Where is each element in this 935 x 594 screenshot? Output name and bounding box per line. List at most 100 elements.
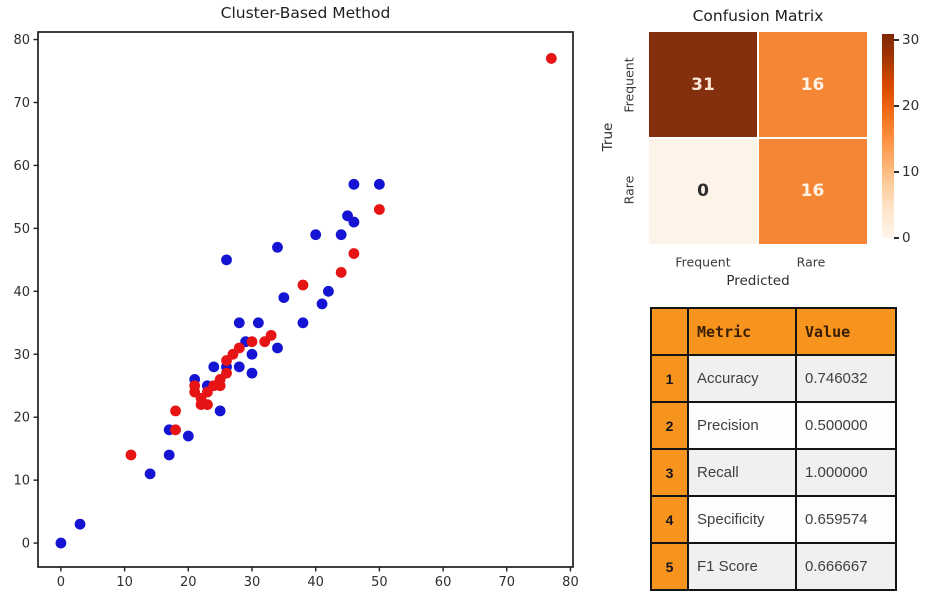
colorbar-tick-20: 20 (894, 97, 919, 115)
y-tick-label: 80 (13, 33, 30, 48)
metric-value: 0.659574 (795, 495, 897, 544)
scatter-plot: 0 10 20 30 40 50 60 70 80 0 10 20 30 40 50 60 70 80 Cluste… (13, 4, 579, 590)
scatter-point-rare-red (189, 380, 201, 392)
metric-value: 0.666667 (795, 542, 897, 591)
scatter-point-frequent-blue (278, 292, 290, 304)
metric-name: Accuracy (687, 354, 797, 403)
scatter-point-frequent-blue (310, 229, 322, 241)
y-tick-label: 70 (13, 96, 30, 111)
cm-row-label-frequent: Frequent (621, 57, 637, 113)
scatter-title: Cluster-Based Method (221, 4, 391, 22)
table-corner-cell (650, 307, 689, 356)
scatter-point-rare-red (170, 424, 181, 436)
table-row: 4 Specificity 0.659574 (650, 495, 897, 544)
y-tick-label: 30 (13, 348, 30, 363)
scatter-point-frequent-blue (316, 298, 328, 310)
tick-dash (894, 237, 899, 239)
confusion-matrix-grid: 31 16 0 16 (649, 32, 867, 244)
table-header-row: Metric Value (650, 307, 897, 356)
metric-value: 0.500000 (795, 401, 897, 450)
y-tick-label: 40 (13, 285, 30, 300)
scatter-point-frequent-blue (252, 317, 264, 329)
scatter-point-rare-red (348, 248, 360, 259)
table-row: 3 Recall 1.000000 (650, 448, 897, 497)
confusion-matrix-title: Confusion Matrix (692, 7, 824, 25)
cm-col-label-rare: Rare (796, 254, 826, 270)
x-tick-label: 30 (244, 575, 261, 590)
colorbar-tick-label: 0 (902, 230, 911, 246)
x-tick-label: 50 (371, 575, 388, 590)
scatter-point-rare-red (233, 342, 245, 354)
metrics-table-panel: Metric Value 1 Accuracy 0.746032 2 Preci… (640, 295, 935, 594)
scatter-point-frequent-blue (182, 430, 194, 442)
table-row: 1 Accuracy 0.746032 (650, 354, 897, 403)
metric-name: Specificity (687, 495, 797, 544)
scatter-point-frequent-blue (221, 254, 232, 266)
scatter-point-rare-red (202, 399, 213, 411)
y-tick-label: 60 (13, 159, 30, 174)
colorbar-tick-30: 30 (894, 31, 919, 49)
table-header-metric: Metric (687, 307, 797, 356)
scatter-point-frequent-blue (233, 317, 245, 329)
scatter-point-frequent-blue (233, 361, 245, 373)
y-tick-label: 10 (13, 474, 30, 489)
row-index: 1 (650, 354, 689, 403)
colorbar-tick-0: 0 (894, 229, 911, 247)
confusion-matrix: Confusion Matrix 31 16 0 16 True Frequen… (600, 0, 935, 295)
x-tick-label: 10 (116, 575, 133, 590)
scatter-point-frequent-blue (246, 367, 258, 379)
scatter-point-frequent-blue (348, 216, 360, 228)
scatter-point-frequent-blue (323, 285, 334, 297)
x-tick-label: 70 (498, 575, 515, 590)
metric-value: 0.746032 (795, 354, 897, 403)
x-tick-label: 20 (180, 575, 197, 590)
table-row: 5 F1 Score 0.666667 (650, 542, 897, 591)
colorbar-tick-label: 30 (902, 32, 920, 48)
scatter-point-rare-red (170, 405, 181, 417)
scatter-point-rare-red (335, 267, 347, 278)
table-header-value: Value (795, 307, 897, 356)
tick-dash (894, 105, 899, 107)
scatter-point-frequent-blue (55, 537, 67, 549)
scatter-point-rare-red (373, 204, 385, 215)
scatter-point-frequent-blue (297, 317, 309, 329)
tick-dash (894, 39, 899, 41)
scatter-point-rare-red (246, 336, 258, 348)
tick-dash (894, 171, 899, 173)
cm-cell-true-frequent-pred-frequent: 31 (649, 32, 757, 137)
metrics-table: Metric Value 1 Accuracy 0.746032 2 Preci… (650, 307, 897, 591)
metric-name: Recall (687, 448, 797, 497)
colorbar-tick-label: 20 (902, 98, 920, 114)
metric-name: F1 Score (687, 542, 797, 591)
scatter-point-frequent-blue (208, 361, 220, 373)
y-tick-label: 50 (13, 222, 30, 237)
cm-col-label-frequent: Frequent (675, 254, 731, 270)
cm-xlabel: Predicted (726, 273, 790, 289)
colorbar-tick-label: 10 (902, 164, 920, 180)
cm-row-label-rare: Rare (621, 175, 637, 205)
x-tick-label: 40 (307, 575, 324, 590)
cm-cell-true-frequent-pred-rare: 16 (758, 32, 867, 137)
scatter-point-rare-red (297, 279, 309, 291)
row-index: 3 (650, 448, 689, 497)
x-tick-label: 60 (435, 575, 452, 590)
scatter-point-rare-red (221, 367, 232, 379)
row-index: 2 (650, 401, 689, 450)
scatter-point-frequent-blue (144, 468, 156, 480)
scatter-point-frequent-blue (74, 518, 86, 530)
scatter-point-rare-red (545, 53, 557, 64)
x-tick-label: 0 (57, 575, 65, 590)
cm-cell-true-rare-pred-frequent: 0 (649, 138, 757, 244)
scatter-point-frequent-blue (214, 405, 226, 417)
scatter-point-frequent-blue (163, 449, 175, 461)
scatter-point-frequent-blue (373, 178, 385, 190)
x-tick-label: 80 (562, 575, 579, 590)
scatter-point-frequent-blue (272, 241, 283, 253)
cm-ylabel: True (600, 122, 616, 152)
scatter-point-rare-red (125, 449, 137, 461)
metric-name: Precision (687, 401, 797, 450)
row-index: 4 (650, 495, 689, 544)
colorbar (882, 34, 894, 238)
plot-border (37, 31, 574, 568)
